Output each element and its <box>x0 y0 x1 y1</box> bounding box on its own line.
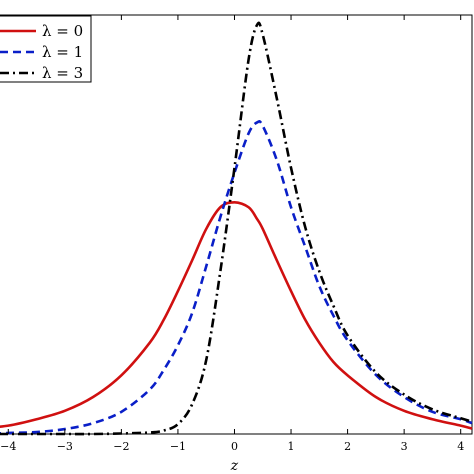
x-tick-label: −4 <box>0 440 16 453</box>
x-tick-label: 4 <box>457 440 464 453</box>
x-tick-label: −1 <box>170 440 186 453</box>
series-lines <box>0 21 473 436</box>
x-tick-label: −3 <box>57 440 73 453</box>
legend-label-1: λ = 0 <box>42 22 83 40</box>
legend: λ = 0 λ = 1 λ = 3 <box>0 15 92 83</box>
legend-label-2: λ = 1 <box>42 43 83 61</box>
series-line-2 <box>0 120 473 435</box>
plot-border <box>0 14 473 435</box>
x-tick-label: 0 <box>231 440 238 453</box>
series-line-1 <box>0 201 473 430</box>
x-tick-label: 2 <box>344 440 351 453</box>
legend-label-3: λ = 3 <box>42 64 83 82</box>
series-line-3 <box>0 21 473 436</box>
x-tick-label: 3 <box>401 440 408 453</box>
x-axis-label: z <box>230 458 239 474</box>
plot-frame <box>0 14 473 435</box>
legend-box <box>0 15 92 83</box>
x-tick-label: 1 <box>288 440 295 453</box>
x-tick-label: −2 <box>113 440 129 453</box>
x-axis-ticks: −4 −3 −2 −1 0 1 2 3 4 <box>0 15 464 453</box>
